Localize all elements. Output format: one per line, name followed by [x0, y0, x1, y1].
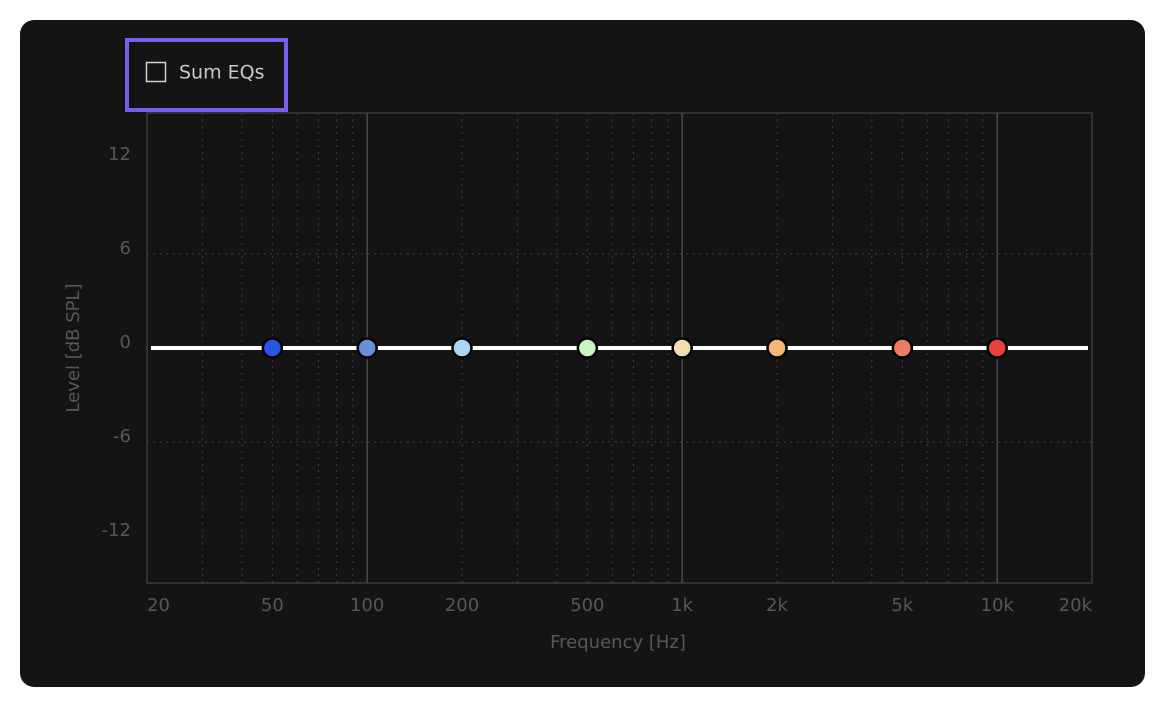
eq-band-handle	[261, 337, 284, 359]
x-tick-label: 10k	[981, 595, 1015, 616]
plot: -12 -6 0 6 12 20 50 100 200 500 1k 2k 5k 10k 20k	[102, 112, 1093, 616]
x-tick-label: 500	[570, 595, 604, 616]
eq-band-handle	[986, 337, 1008, 359]
eq-band-handle	[671, 337, 693, 359]
eq-band-handle	[766, 337, 788, 359]
y-axis-title: Level [dB SPL]	[63, 283, 84, 412]
y-tick-label: 0	[120, 332, 131, 353]
y-tick-label: -6	[113, 426, 131, 447]
eq-band-handle	[576, 337, 599, 359]
x-tick-label: 100	[350, 595, 384, 616]
x-tick-label: 200	[445, 595, 479, 616]
plot-frame	[146, 112, 1093, 584]
y-tick-label: -12	[102, 520, 131, 541]
x-tick-label: 20k	[1059, 595, 1093, 616]
x-tick-label: 5k	[891, 595, 913, 616]
eq-band-handle	[451, 337, 473, 359]
highlight-box	[125, 38, 288, 112]
sum-eqs-label[interactable]: Sum EQs	[179, 62, 265, 84]
x-axis-title: Frequency [Hz]	[550, 632, 686, 653]
eq-band-handle	[356, 337, 378, 359]
y-tick-label: 12	[108, 144, 131, 165]
x-tick-label: 50	[261, 595, 284, 616]
x-tick-label: 1k	[671, 595, 693, 616]
x-tick-label: 2k	[766, 595, 788, 616]
y-tick-label: 6	[120, 238, 131, 259]
x-tick-label: 20	[147, 595, 170, 616]
eq-band-handle	[891, 337, 914, 359]
sum-eqs-checkbox[interactable]	[145, 61, 167, 83]
